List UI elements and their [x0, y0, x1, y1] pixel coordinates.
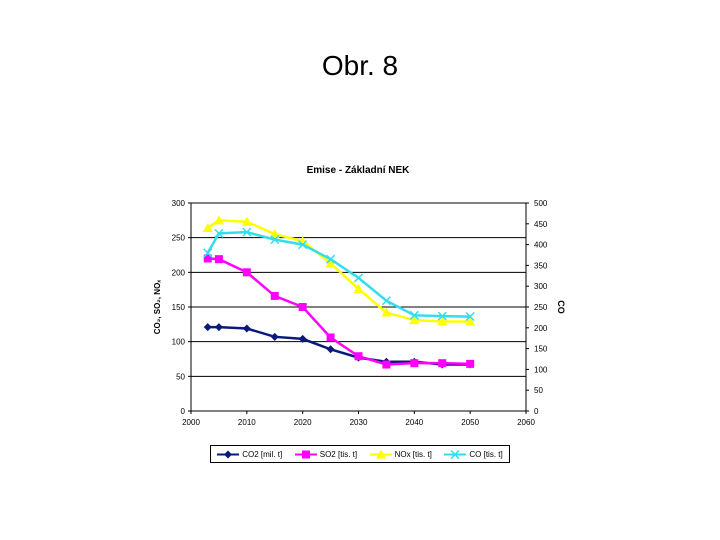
data-point	[214, 228, 224, 238]
legend-swatch	[369, 449, 392, 459]
y-tick-label-right: 450	[534, 220, 548, 229]
series-2	[203, 254, 475, 369]
y-tick-label-left: 150	[172, 303, 186, 312]
data-point	[214, 255, 223, 264]
data-point	[381, 296, 391, 306]
data-point	[298, 240, 308, 250]
data-point	[213, 215, 224, 225]
series-line	[207, 325, 471, 366]
series-1	[203, 323, 475, 369]
x-tick-label: 2060	[517, 418, 535, 427]
data-point	[409, 310, 419, 320]
y-tick-label-right: 350	[534, 261, 548, 270]
data-point	[409, 315, 420, 325]
data-point	[242, 227, 252, 237]
legend-label: NOx [tis. t]	[394, 449, 432, 459]
legend-item: SO2 [tis. t]	[294, 449, 358, 459]
legend-marker	[301, 450, 310, 459]
y-tick-label-left: 100	[172, 338, 186, 347]
y-tick-label-left: 200	[172, 268, 186, 277]
data-point	[270, 332, 279, 341]
data-point	[270, 235, 280, 245]
data-point	[353, 273, 364, 283]
legend-item: CO [tis. t]	[444, 449, 503, 460]
chart-legend: CO2 [mil. t] SO2 [tis. t] NOx [tis. t] CO […	[210, 445, 510, 463]
tick-labels: 0 50 100 150 200 250 300 0 50 100 150 200 250 300 350 4…	[172, 199, 548, 427]
y-tick-label-right: 100	[534, 365, 548, 374]
data-point	[214, 323, 223, 332]
y-tick-label-right: 250	[534, 303, 548, 312]
y-tick-label-right: 150	[534, 345, 548, 354]
data-point	[202, 222, 213, 232]
data-point	[203, 248, 213, 258]
data-point	[270, 291, 279, 300]
data-point	[353, 283, 364, 293]
data-point	[465, 316, 476, 326]
y-tick-label-right: 500	[534, 199, 548, 208]
data-point	[269, 229, 280, 239]
data-point	[325, 258, 336, 268]
legend-marker	[224, 450, 233, 459]
legend-label: CO2 [mil. t]	[242, 449, 283, 459]
data-point	[382, 360, 391, 369]
y-tick-label-right: 400	[534, 241, 548, 250]
x-tick-label: 2020	[294, 418, 312, 427]
data-point	[241, 216, 252, 226]
y-axis-label-right: CO	[556, 300, 566, 314]
data-point	[437, 316, 448, 326]
legend-item: CO2 [mil. t]	[217, 450, 282, 459]
x-tick-label: 2000	[182, 418, 200, 427]
y-tick-label-left: 50	[176, 372, 185, 381]
legend-swatch	[294, 450, 317, 459]
legend-swatch	[217, 450, 240, 459]
y-tick-label-right: 300	[534, 282, 548, 291]
legend-marker	[450, 449, 460, 460]
data-point	[410, 359, 419, 368]
x-tick-label: 2040	[405, 418, 423, 427]
y-tick-label-right: 200	[534, 324, 548, 333]
data-point	[203, 254, 212, 263]
data-point	[438, 359, 447, 368]
y-tick-label-left: 300	[172, 199, 186, 208]
x-tick-label: 2050	[461, 418, 479, 427]
data-point	[354, 352, 363, 361]
data-point	[466, 359, 475, 368]
data-point	[203, 323, 212, 332]
y-axis-label-left: CO₂, SO₂, NOₓ	[153, 280, 162, 335]
legend-marker	[375, 449, 386, 459]
chart-title: Emise - Základní NEK	[307, 165, 411, 176]
y-tick-label-right: 50	[534, 386, 543, 395]
data-point	[381, 307, 392, 317]
data-point	[298, 303, 307, 311]
legend-label: SO2 [tis. t]	[319, 449, 358, 459]
data-point	[326, 333, 335, 342]
data-point	[437, 311, 447, 321]
slide-title: Obr. 8	[321, 50, 399, 81]
legend-label: CO [tis. t]	[469, 449, 503, 459]
data-point	[298, 334, 307, 343]
data-point	[326, 345, 335, 354]
y-tick-label-left: 250	[172, 234, 186, 243]
data-point	[465, 312, 475, 322]
data-point	[326, 254, 336, 264]
legend-item: NOx [tis. t]	[369, 449, 432, 459]
data-point	[242, 268, 251, 277]
y-tick-label-right: 0	[534, 407, 539, 416]
grid-lines	[191, 202, 526, 377]
x-tick-label: 2010	[238, 418, 256, 427]
series-4	[203, 227, 475, 322]
y-tick-label-left: 0	[181, 407, 186, 416]
x-tick-label: 2030	[350, 418, 368, 427]
legend-swatch	[444, 449, 467, 460]
data-point	[242, 324, 251, 333]
series-lines	[202, 215, 476, 369]
series-3	[202, 215, 476, 326]
